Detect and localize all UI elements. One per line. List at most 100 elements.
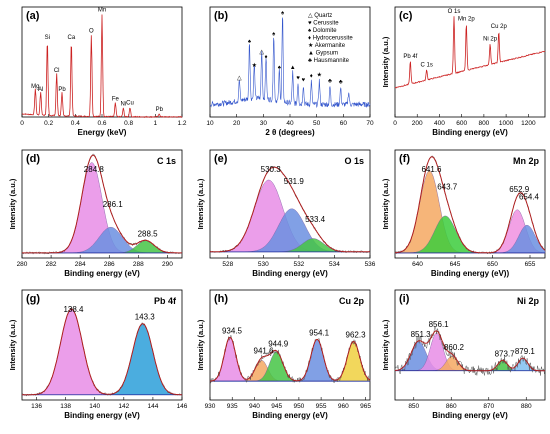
fit-envelope — [209, 336, 371, 382]
phase-marker: ★ — [317, 71, 322, 78]
x-tick-label: 532 — [293, 261, 304, 268]
fit-envelope — [395, 156, 546, 254]
legend-entry: ♥ Cerussite — [308, 21, 339, 27]
x-tick-label: 1.2 — [177, 120, 186, 127]
x-tick-label: 1000 — [499, 120, 514, 127]
plot-frame — [209, 149, 371, 259]
x-axis-label: Binding energy (eV) — [64, 269, 140, 278]
panel-title: Ni 2p — [517, 296, 540, 306]
x-tick-label: 655 — [525, 261, 536, 268]
panel-4: 528 530 532 534 536 Binding energy (eV) Intens… — [196, 149, 376, 278]
x-tick-label: 935 — [227, 403, 238, 410]
panel-label: (e) — [214, 153, 228, 165]
y-axis-label: Intensity (a.u.) — [8, 319, 17, 370]
peak-label: Cu — [126, 101, 134, 107]
panel-label: (a) — [26, 10, 40, 22]
x-tick-label: 142 — [118, 403, 129, 410]
x-tick-label: 645 — [450, 261, 461, 268]
x-tick-label: 945 — [271, 403, 282, 410]
x-tick-label: 1 — [154, 120, 158, 127]
peak-label: 143.3 — [135, 313, 156, 322]
panel-label: (h) — [214, 293, 228, 305]
peak-label: 643.7 — [437, 183, 458, 192]
plot-frame — [21, 149, 183, 259]
panel-3: 280 282 284 286 288 290 Binding energy (eV) Int… — [8, 149, 183, 278]
y-axis-label: Intensity (a.u.) — [381, 319, 390, 370]
panel-6: 136 138 140 142 144 146 Binding energy (eV) Int… — [8, 289, 188, 420]
x-tick-label: 288 — [133, 261, 144, 268]
panel-5: 640 645 650 655 Binding energy (eV)) Intensit… — [381, 149, 546, 278]
peak-label: 941.6 — [254, 347, 275, 356]
panel-7: 930 935 940 945 950 955 960 965 Binding energy (… — [196, 289, 371, 420]
peak-label: Cu 2p — [491, 24, 508, 30]
fit-component — [22, 323, 183, 395]
x-tick-label: 950 — [293, 403, 304, 410]
peak-label: 288.5 — [138, 229, 159, 238]
legend-entry: ▲ Gypsum — [308, 51, 338, 57]
peak-label: 944.9 — [268, 340, 289, 349]
x-tick-label: 528 — [222, 261, 233, 268]
peak-label: 138.4 — [63, 305, 84, 314]
y-axis-label: Intensity (a.u.) — [196, 319, 205, 370]
phase-marker: △ — [237, 75, 242, 81]
x-tick-label: 286 — [104, 261, 115, 268]
plot-frame — [21, 289, 183, 401]
x-tick-label: 600 — [456, 120, 467, 127]
x-tick-label: 284 — [75, 261, 86, 268]
peak-label: 856.1 — [429, 320, 450, 329]
peak-label: Mn — [98, 8, 106, 14]
panel-title: O 1s — [344, 156, 364, 166]
x-tick-label: 1200 — [521, 120, 536, 127]
legend-entry: △ Quartz — [308, 13, 332, 19]
phase-marker: ▲ — [290, 65, 296, 71]
x-tick-label: 650 — [487, 261, 498, 268]
x-tick-label: 290 — [162, 261, 173, 268]
peak-label: O 1s — [448, 9, 461, 15]
x-axis-label: Binding energy (eV) — [432, 411, 508, 420]
legend-entry: ♠ Dolomite — [308, 28, 337, 34]
x-tick-label: 20 — [233, 120, 241, 127]
peak-label: 531.9 — [284, 177, 305, 186]
x-tick-label: 70 — [366, 120, 374, 127]
peak-label: 654.4 — [519, 193, 540, 202]
fit-component — [210, 208, 370, 252]
legend-entry: ★ Akermanite — [308, 42, 346, 49]
peak-label: Al — [38, 87, 43, 93]
phase-marker: ★ — [252, 62, 257, 69]
x-tick-label: 60 — [340, 120, 348, 127]
peak-label: Si — [45, 35, 50, 41]
x-tick-label: 880 — [521, 403, 532, 410]
panel-8: 850 860 870 880 Binding energy (eV) Intensity… — [381, 289, 546, 420]
x-tick-label: 965 — [360, 403, 371, 410]
x-tick-label: 640 — [412, 261, 423, 268]
peak-label: Ni 2p — [483, 37, 498, 43]
x-tick-label: 870 — [483, 403, 494, 410]
peak-label: 284.8 — [84, 165, 105, 174]
x-tick-label: 800 — [478, 120, 489, 127]
x-tick-label: 138 — [60, 403, 71, 410]
x-axis-label: Binding energy (eV) — [252, 269, 328, 278]
plot-frame — [209, 289, 371, 401]
peak-label: 873.7 — [495, 349, 516, 358]
x-tick-label: 40 — [286, 120, 294, 127]
fit-envelope — [395, 330, 545, 372]
peak-label: Ni — [120, 102, 126, 108]
phase-marker: ♥ — [296, 75, 300, 81]
x-tick-label: 0.4 — [71, 120, 80, 127]
peak-label: 851.3 — [411, 330, 432, 339]
peak-label: 286.1 — [103, 200, 124, 209]
x-tick-label: 0 — [393, 120, 397, 127]
panel-label: (i) — [399, 293, 410, 305]
spectrum-line — [21, 14, 183, 118]
x-axis-label: Binding energy (eV) — [252, 411, 328, 420]
panel-label: (c) — [399, 10, 413, 22]
phase-marker: ♣ — [328, 79, 332, 85]
x-tick-label: 136 — [31, 403, 42, 410]
peak-label: 533.4 — [305, 215, 326, 224]
phase-marker: ♠ — [281, 11, 285, 17]
x-tick-label: 0.8 — [124, 120, 133, 127]
x-tick-label: 940 — [249, 403, 260, 410]
peak-label: 641.6 — [421, 165, 442, 174]
